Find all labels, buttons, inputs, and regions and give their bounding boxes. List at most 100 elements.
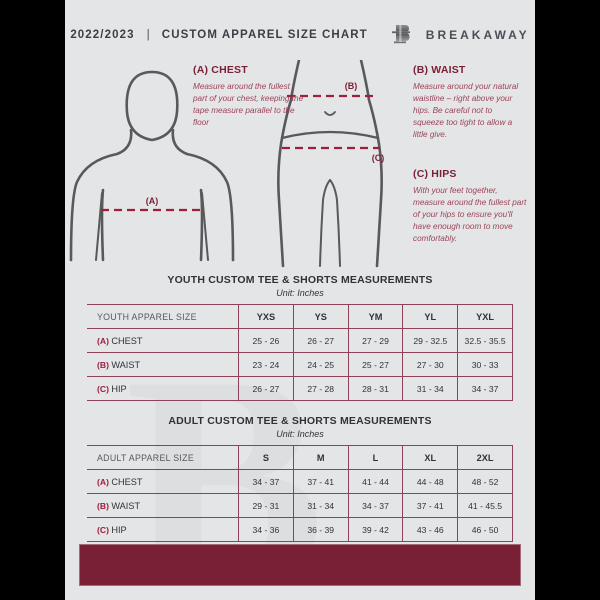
adult-table-unit: Unit: Inches — [276, 429, 324, 439]
youth-size-yxl: YXL — [457, 304, 513, 329]
youth-chest-yl: 29 - 32.5 — [402, 328, 459, 353]
adult-table-title: ADULT CUSTOM TEE & SHORTS MEASUREMENTS — [168, 415, 432, 427]
note-hips-body: With your feet together, measure around … — [413, 186, 527, 243]
youth-hip-mark: (C) — [97, 383, 109, 394]
adult-size-s: S — [238, 445, 294, 470]
adult-hip-m: 36 - 39 — [293, 517, 349, 542]
adult-chest-2xl: 48 - 52 — [457, 469, 513, 494]
youth-table-unit: Unit: Inches — [276, 288, 324, 298]
youth-size-header: YOUTH APPAREL SIZE — [87, 304, 239, 329]
note-chest: (A) CHEST Measure around the fullest par… — [193, 64, 305, 129]
page-title: CUSTOM APPAREL SIZE CHART — [161, 29, 368, 41]
adult-chest-name: CHEST — [111, 476, 143, 487]
adult-hip-name: HIP — [111, 524, 127, 535]
adult-waist-l: 34 - 37 — [348, 493, 404, 518]
youth-waist-ym: 25 - 27 — [348, 352, 404, 377]
adult-waist-m: 31 - 34 — [293, 493, 349, 518]
adult-chest-mark: (A) — [97, 476, 109, 487]
adult-waist-s: 29 - 31 — [238, 493, 294, 518]
waist-measure-label: (B) — [345, 81, 358, 91]
note-chest-heading: (A) CHEST — [193, 64, 248, 76]
table-row: (A) CHEST 34 - 37 37 - 41 41 - 44 44 - 4… — [87, 469, 513, 494]
adult-chest-xl: 44 - 48 — [402, 469, 459, 494]
front-torso-figure: (A) — [69, 70, 235, 262]
youth-table-title: YOUTH CUSTOM TEE & SHORTS MEASUREMENTS — [167, 274, 433, 286]
adult-size-l: L — [348, 445, 404, 470]
youth-hip-ys: 27 - 28 — [293, 376, 349, 401]
note-hips-heading: (C) HIPS — [413, 168, 457, 180]
adult-table-header-row: ADULT APPAREL SIZE S M L XL 2XL — [87, 445, 513, 470]
chest-measure-label: (A) — [146, 196, 159, 206]
note-waist-body: Measure around your natural waistline – … — [413, 82, 519, 139]
adult-size-2xl: 2XL — [457, 445, 513, 470]
adult-size-xl: XL — [402, 445, 459, 470]
note-chest-body: Measure around the fullest part of your … — [193, 82, 304, 127]
youth-size-ys: YS — [293, 304, 349, 329]
table-row: (A) CHEST 25 - 26 26 - 27 27 - 29 29 - 3… — [87, 328, 513, 353]
adult-chest-m: 37 - 41 — [293, 469, 349, 494]
youth-hip-yxs: 26 - 27 — [238, 376, 294, 401]
adult-hip-l: 39 - 42 — [348, 517, 404, 542]
youth-hip-name: HIP — [111, 383, 127, 394]
table-row: (C) HIP 26 - 27 27 - 28 28 - 31 31 - 34 … — [87, 376, 513, 401]
youth-measurements-section: YOUTH CUSTOM TEE & SHORTS MEASUREMENTS U… — [65, 274, 535, 401]
header-season: 2022/2023 — [70, 29, 135, 41]
youth-row-chest-label: (A) CHEST — [87, 328, 239, 353]
brand-name: BREAKAWAY — [425, 28, 530, 42]
youth-size-table: YOUTH APPAREL SIZE YXS YS YM YL YXL (A) … — [87, 304, 513, 401]
youth-size-yxs: YXS — [238, 304, 294, 329]
adult-row-hip-label: (C) HIP — [87, 517, 239, 542]
adult-waist-2xl: 41 - 45.5 — [457, 493, 513, 518]
youth-hip-yxl: 34 - 37 — [457, 376, 513, 401]
youth-waist-yxl: 30 - 33 — [457, 352, 513, 377]
adult-size-m: M — [293, 445, 349, 470]
table-row: (B) WAIST 29 - 31 31 - 34 34 - 37 37 - 4… — [87, 493, 513, 518]
breakaway-b-logo-icon — [390, 22, 412, 48]
adult-row-waist-label: (B) WAIST — [87, 493, 239, 518]
youth-table-header-row: YOUTH APPAREL SIZE YXS YS YM YL YXL — [87, 304, 513, 329]
youth-chest-yxs: 25 - 26 — [238, 328, 294, 353]
adult-hip-xl: 43 - 46 — [402, 517, 459, 542]
youth-waist-ys: 24 - 25 — [293, 352, 349, 377]
youth-size-yl: YL — [402, 304, 459, 329]
adult-waist-xl: 37 - 41 — [402, 493, 459, 518]
youth-size-ym: YM — [348, 304, 404, 329]
youth-chest-mark: (A) — [97, 335, 109, 346]
navel-mark — [324, 111, 336, 116]
youth-row-waist-label: (B) WAIST — [87, 352, 239, 377]
youth-hip-ym: 28 - 31 — [348, 376, 404, 401]
hips-waist-figure: (B) (C) — [277, 60, 385, 268]
youth-chest-yxl: 32.5 - 35.5 — [457, 328, 513, 353]
youth-waist-mark: (B) — [97, 359, 109, 370]
adult-waist-mark: (B) — [97, 500, 109, 511]
table-row: (B) WAIST 23 - 24 24 - 25 25 - 27 27 - 3… — [87, 352, 513, 377]
youth-chest-ym: 27 - 29 — [348, 328, 404, 353]
youth-chest-ys: 26 - 27 — [293, 328, 349, 353]
table-row: (C) HIP 34 - 36 36 - 39 39 - 42 43 - 46 … — [87, 517, 513, 542]
youth-waist-yl: 27 - 30 — [402, 352, 459, 377]
adult-measurements-section: ADULT CUSTOM TEE & SHORTS MEASUREMENTS U… — [65, 415, 535, 542]
adult-size-table: ADULT APPAREL SIZE S M L XL 2XL (A) CHES… — [87, 445, 513, 542]
hips-measure-label: (C) — [372, 153, 385, 163]
page-header: 2022/2023 | CUSTOM APPAREL SIZE CHART — [65, 0, 535, 58]
adult-waist-name: WAIST — [111, 500, 141, 511]
adult-row-chest-label: (A) CHEST — [87, 469, 239, 494]
note-waist-heading: (B) WAIST — [413, 64, 466, 76]
youth-waist-yxs: 23 - 24 — [238, 352, 294, 377]
youth-hip-yl: 31 - 34 — [402, 376, 459, 401]
header-separator: | — [146, 29, 150, 41]
youth-chest-name: CHEST — [111, 335, 143, 346]
measurement-diagram: (A) (B) — [65, 60, 535, 270]
adult-chest-s: 34 - 37 — [238, 469, 294, 494]
note-hips: (C) HIPS With your feet together, measur… — [413, 168, 531, 244]
footer-band — [79, 544, 521, 586]
youth-waist-name: WAIST — [111, 359, 141, 370]
youth-row-hip-label: (C) HIP — [87, 376, 239, 401]
adult-size-header: ADULT APPAREL SIZE — [87, 445, 239, 470]
note-waist: (B) WAIST Measure around your natural wa… — [413, 64, 525, 140]
adult-chest-l: 41 - 44 — [348, 469, 404, 494]
adult-hip-2xl: 46 - 50 — [457, 517, 513, 542]
adult-hip-s: 34 - 36 — [238, 517, 294, 542]
size-chart-page: B 2022/2023 | CUSTOM APPAREL SIZE CHART — [65, 0, 535, 600]
adult-hip-mark: (C) — [97, 524, 109, 535]
